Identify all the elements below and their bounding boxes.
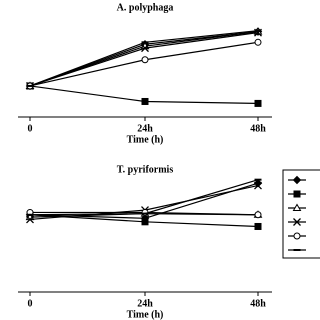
legend xyxy=(282,169,320,259)
marker xyxy=(254,99,262,107)
marker xyxy=(254,38,262,46)
marker xyxy=(254,222,262,230)
x-tick-label: 48h xyxy=(250,298,266,309)
x-tick-label: 0 xyxy=(28,123,33,134)
marker xyxy=(141,218,149,226)
marker xyxy=(292,203,302,211)
x-tick-label: 0 xyxy=(28,298,33,309)
x-axis-label: Time (h) xyxy=(127,134,164,145)
marker xyxy=(293,232,301,240)
marker xyxy=(293,218,301,226)
marker xyxy=(141,97,149,105)
marker xyxy=(141,56,149,64)
marker xyxy=(141,44,149,53)
chart-title: T. pyriformis xyxy=(117,164,174,175)
marker xyxy=(293,190,301,198)
x-tick-label: 24h xyxy=(137,123,153,134)
x-axis-label: Time (h) xyxy=(127,309,164,320)
marker xyxy=(253,178,263,188)
marker xyxy=(292,175,302,185)
marker xyxy=(26,215,34,224)
x-tick-label: 48h xyxy=(250,123,266,134)
x-tick-label: 24h xyxy=(137,298,153,309)
marker xyxy=(254,211,262,219)
marker xyxy=(254,181,262,190)
chart-title: A. polyphaga xyxy=(117,2,174,13)
